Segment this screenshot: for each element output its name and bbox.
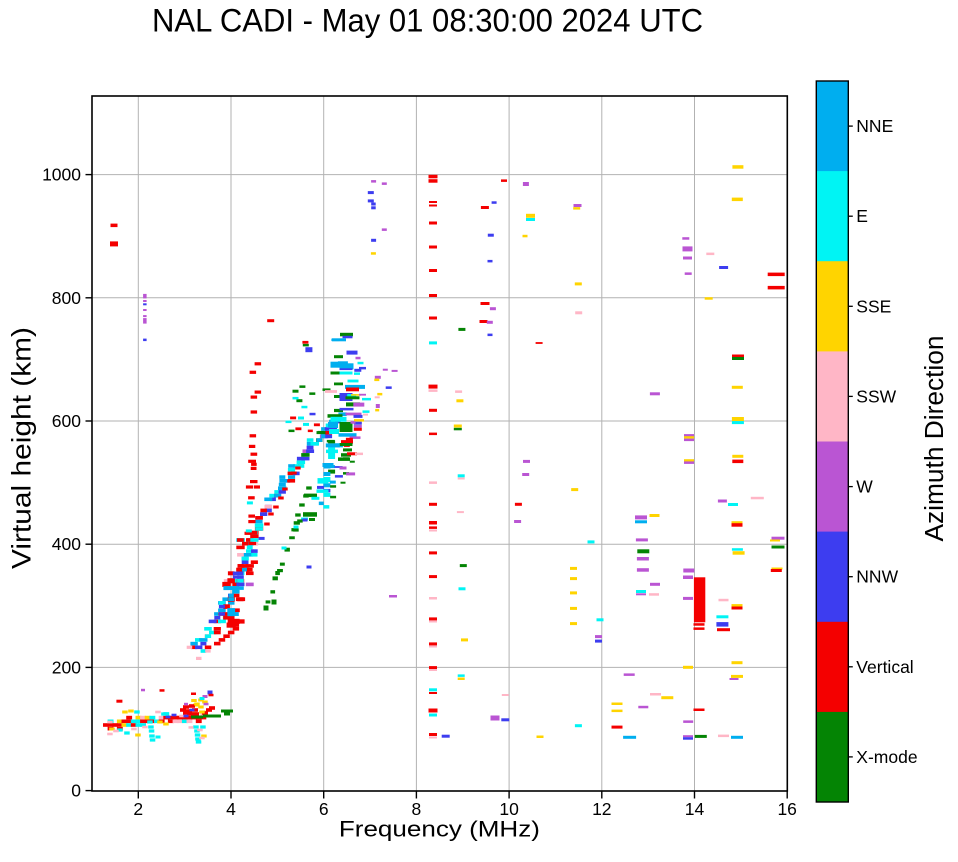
svg-text:10: 10 bbox=[499, 799, 519, 819]
svg-text:W: W bbox=[856, 477, 873, 497]
svg-text:NAL CADI - May 01 08:30:00 202: NAL CADI - May 01 08:30:00 2024 UTC bbox=[152, 3, 703, 39]
svg-text:400: 400 bbox=[52, 534, 81, 554]
svg-text:Azimuth Direction: Azimuth Direction bbox=[921, 336, 949, 542]
svg-text:800: 800 bbox=[52, 288, 81, 308]
svg-text:Virtual height (km): Virtual height (km) bbox=[7, 327, 37, 569]
svg-text:NNE: NNE bbox=[856, 116, 893, 136]
svg-text:1000: 1000 bbox=[42, 165, 81, 185]
svg-text:4: 4 bbox=[226, 799, 236, 819]
svg-text:2: 2 bbox=[133, 799, 143, 819]
svg-text:200: 200 bbox=[52, 657, 81, 677]
svg-text:E: E bbox=[856, 206, 868, 226]
svg-text:SSE: SSE bbox=[856, 296, 891, 316]
svg-text:600: 600 bbox=[52, 411, 81, 431]
svg-text:0: 0 bbox=[71, 781, 81, 801]
svg-text:Vertical: Vertical bbox=[856, 657, 913, 677]
svg-text:X-mode: X-mode bbox=[856, 747, 917, 767]
svg-text:SSW: SSW bbox=[856, 386, 896, 406]
svg-text:12: 12 bbox=[592, 799, 611, 819]
svg-text:16: 16 bbox=[777, 799, 796, 819]
svg-text:6: 6 bbox=[319, 799, 329, 819]
svg-text:Frequency (MHz): Frequency (MHz) bbox=[339, 816, 540, 841]
svg-text:14: 14 bbox=[685, 799, 705, 819]
svg-text:8: 8 bbox=[412, 799, 422, 819]
svg-text:NNW: NNW bbox=[856, 567, 898, 587]
